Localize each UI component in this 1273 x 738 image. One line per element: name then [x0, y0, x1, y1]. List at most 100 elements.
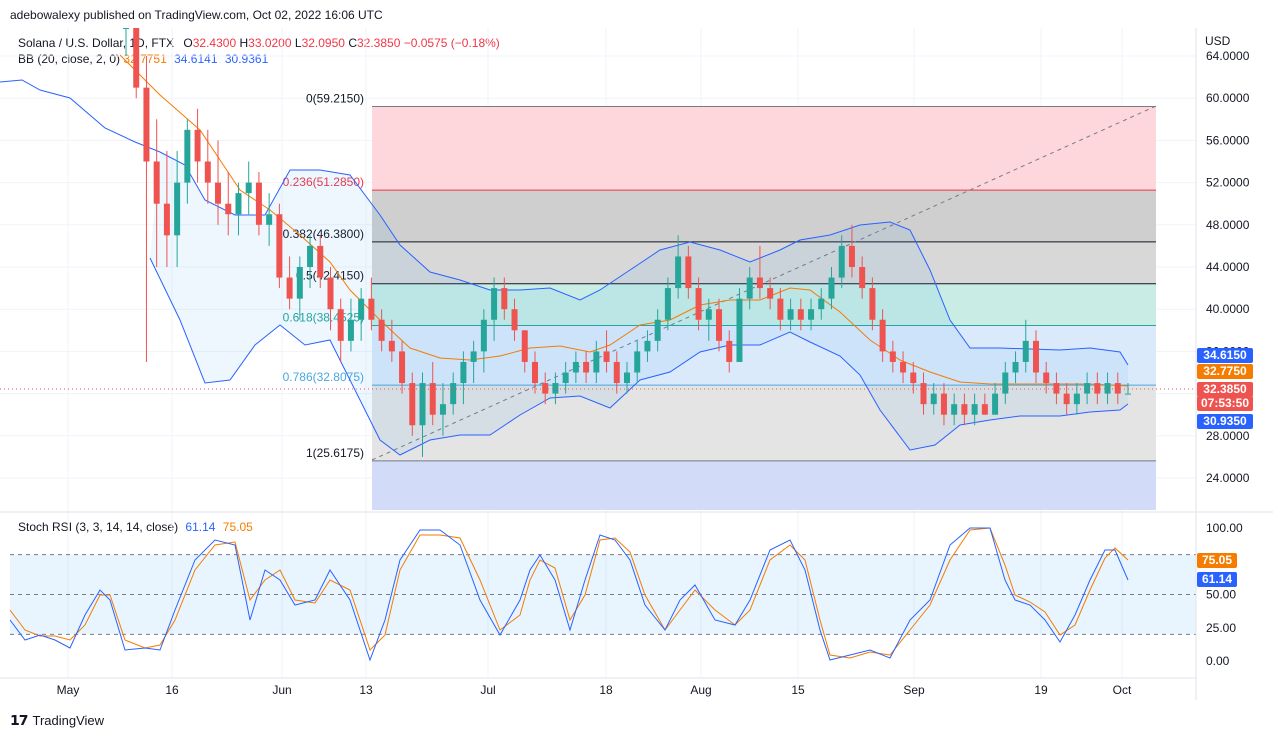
fib-level-label: 0(59.2150) — [306, 91, 364, 105]
fib-retracement: 0(59.2150)0.236(51.2850)0.382(46.3800)0.… — [283, 91, 1156, 510]
candle-body — [153, 161, 160, 204]
candle-body — [174, 182, 181, 236]
candle-body — [460, 361, 467, 384]
candle-body — [981, 404, 988, 415]
candle-body — [388, 340, 395, 352]
ohlc-low-label: L — [294, 36, 302, 50]
candle-body — [695, 288, 702, 320]
candle-body — [511, 309, 518, 331]
ohlc-close-label: C — [348, 36, 357, 50]
ohlc-close: 32.3850 — [356, 36, 401, 50]
fib-level-label: 0.236(51.2850) — [283, 175, 364, 189]
candle-body — [552, 383, 559, 394]
candle-body — [869, 288, 876, 320]
price-tick-label: 56.0000 — [1206, 133, 1250, 147]
candle-body — [1104, 383, 1111, 394]
candle-body — [286, 277, 293, 299]
candle-body — [1063, 393, 1070, 405]
stoch-tick-label: 25.00 — [1206, 621, 1236, 635]
candle-body — [613, 361, 620, 384]
stoch-tag: 75.05 — [1197, 553, 1237, 568]
stoch-legend: Stoch RSI (3, 3, 14, 14, close) 61.14 75… — [18, 520, 253, 534]
fib-level-label: 0.786(32.8075) — [283, 370, 364, 384]
publish-info: adebowalexy published on TradingView.com… — [10, 8, 383, 22]
time-tick-label: Jul — [480, 683, 495, 697]
candle-body — [358, 298, 365, 320]
candle-body — [736, 298, 743, 362]
candle-body — [1094, 383, 1101, 394]
ohlc-low: 32.0950 — [301, 36, 345, 50]
candle-body — [910, 372, 917, 384]
candle-body — [920, 383, 927, 405]
candle-body — [644, 340, 651, 352]
stoch-tick-label: 0.00 — [1206, 654, 1230, 668]
candle-body — [470, 351, 477, 362]
candle-body — [818, 298, 825, 310]
fib-zone — [372, 190, 1156, 242]
candle-body — [317, 245, 324, 278]
candle-body — [327, 277, 334, 310]
price-tick-label: 48.0000 — [1206, 218, 1250, 232]
candle-body — [215, 182, 222, 204]
candle-body — [624, 372, 630, 384]
price-tag: 07:53:50 — [1197, 396, 1253, 411]
fib-zone — [372, 385, 1156, 461]
candle-body — [787, 309, 794, 320]
candle-body — [307, 245, 314, 267]
time-tick-label: Sep — [903, 683, 925, 697]
candle-body — [808, 309, 815, 320]
candle-body — [337, 309, 344, 341]
candle-body — [1084, 383, 1091, 394]
candle-body — [1043, 372, 1050, 384]
candle-body — [399, 351, 406, 384]
fib-level-label: 0.5(42.4150) — [296, 269, 364, 283]
candle-body — [859, 267, 866, 289]
candle-body — [685, 256, 692, 289]
candle-body — [194, 129, 201, 162]
candle-body — [491, 288, 498, 320]
candle-body — [705, 309, 712, 320]
candle-body — [828, 277, 835, 299]
candle-body — [961, 404, 968, 415]
candle-body — [1012, 361, 1019, 373]
candle-body — [654, 319, 661, 341]
candle-body — [1053, 383, 1060, 394]
bb-basis-line — [119, 54, 1129, 387]
candle-body — [378, 319, 385, 341]
candle-body — [276, 214, 283, 278]
candle-body — [1032, 340, 1039, 373]
time-tick-label: 18 — [599, 683, 613, 697]
candle-body — [1073, 393, 1080, 405]
candle-body — [184, 129, 191, 183]
tradingview-brand: TradingView — [32, 713, 105, 728]
stoch-label[interactable]: Stoch RSI (3, 3, 14, 14, close) — [18, 520, 179, 534]
candle-body — [1125, 393, 1131, 395]
time-tick-label: 16 — [165, 683, 179, 697]
candle-body — [1114, 383, 1121, 394]
candle-body — [521, 330, 528, 362]
time-tick-label: Jun — [272, 683, 291, 697]
tradingview-logo[interactable]: 𝟭𝟳 TradingView — [10, 712, 104, 729]
ohlc-high: 33.0200 — [248, 36, 292, 50]
candle-body — [634, 351, 641, 373]
time-axis: May 16 Jun 13 Jul 18 Aug 15 Sep 19 Oct — [57, 683, 1132, 697]
stoch-k-line — [9, 527, 1129, 662]
candle-body — [838, 245, 845, 278]
price-tick-label: 64.0000 — [1206, 49, 1250, 63]
candle-body — [716, 309, 723, 341]
price-axis: 64.0000 60.0000 56.0000 52.0000 48.0000 44.00… — [1206, 49, 1250, 485]
candle-body — [501, 288, 508, 310]
candle-body — [992, 393, 999, 415]
ohlc-open-label: O — [183, 36, 193, 50]
candle-body — [480, 319, 487, 352]
price-tag: 32.7750 — [1197, 364, 1253, 379]
ohlc-open: 32.4300 — [192, 36, 237, 50]
price-tick-label: 52.0000 — [1206, 176, 1250, 190]
candle-body — [368, 298, 375, 320]
candle-body — [664, 288, 671, 320]
candle-body — [133, 28, 140, 88]
candle-body — [940, 393, 947, 415]
candle-body — [603, 351, 610, 362]
candle-body — [204, 161, 211, 183]
